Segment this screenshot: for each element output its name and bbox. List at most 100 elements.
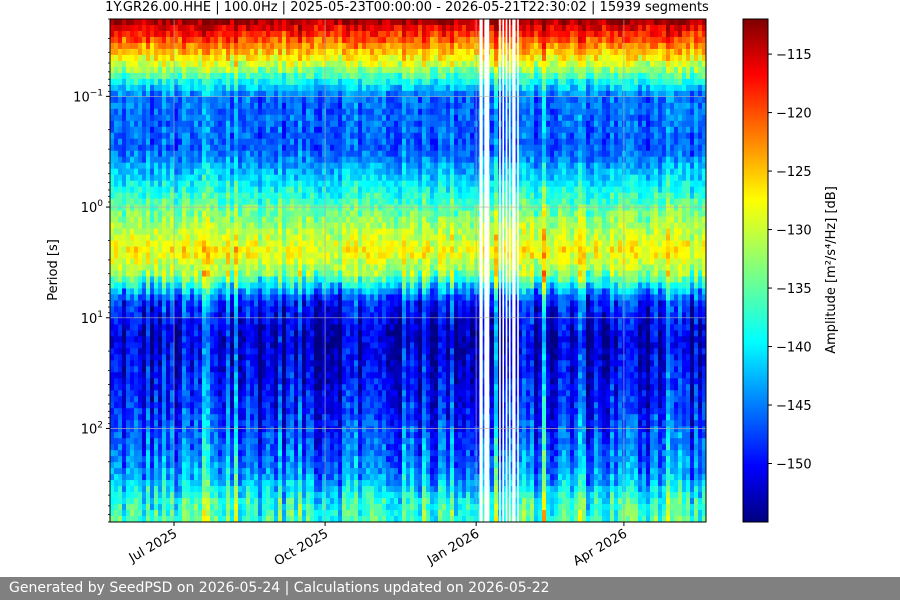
heatmap-cell xyxy=(306,270,311,278)
heatmap-cell xyxy=(198,492,203,499)
heatmap-cell xyxy=(130,402,135,409)
heatmap-cell xyxy=(166,264,171,272)
heatmap-cell xyxy=(182,228,187,236)
heatmap-cell xyxy=(134,420,139,427)
heatmap-cell xyxy=(162,168,167,176)
heatmap-cell xyxy=(186,348,191,355)
heatmap-cell xyxy=(150,510,155,517)
heatmap-cell xyxy=(254,516,259,522)
heatmap-cell xyxy=(294,420,299,427)
heatmap-cell xyxy=(142,360,147,367)
heatmap-cell xyxy=(274,126,279,134)
heatmap-cell xyxy=(250,204,255,212)
heatmap-cell xyxy=(274,372,279,379)
heatmap-cell xyxy=(306,276,311,284)
heatmap-cell xyxy=(238,456,243,463)
heatmap-cell xyxy=(282,252,287,260)
heatmap-cell xyxy=(338,282,343,290)
heatmap-cell xyxy=(146,66,151,74)
heatmap-cell xyxy=(122,288,127,296)
heatmap-cell xyxy=(286,270,291,278)
heatmap-cell xyxy=(134,54,139,62)
heatmap-cell xyxy=(294,276,299,284)
heatmap-cell xyxy=(182,150,187,158)
heatmap-cell xyxy=(266,78,271,86)
heatmap-cell xyxy=(294,60,299,68)
heatmap-cell xyxy=(114,480,119,487)
heatmap-cell xyxy=(110,330,115,337)
heatmap-cell xyxy=(326,318,331,325)
heatmap-cell xyxy=(342,42,347,50)
heatmap-cell xyxy=(242,426,247,433)
heatmap-cell xyxy=(158,150,163,158)
heatmap-cell xyxy=(222,48,227,56)
heatmap-cell xyxy=(278,456,283,463)
heatmap-cell xyxy=(310,264,315,272)
heatmap-cell xyxy=(290,348,295,355)
heatmap-cell xyxy=(190,198,195,206)
heatmap-cell xyxy=(186,192,191,200)
heatmap-cell xyxy=(186,306,191,314)
heatmap-cell xyxy=(158,414,163,421)
heatmap-cell xyxy=(310,114,315,122)
heatmap-cell xyxy=(142,276,147,284)
heatmap-cell xyxy=(130,294,135,302)
heatmap-cell xyxy=(334,372,339,379)
heatmap-cell xyxy=(194,246,199,254)
heatmap-cell xyxy=(298,222,303,230)
heatmap-cell xyxy=(206,414,211,421)
heatmap-cell xyxy=(330,498,335,505)
heatmap-cell xyxy=(182,132,187,140)
heatmap-cell xyxy=(178,378,183,385)
heatmap-cell xyxy=(210,78,215,86)
heatmap-cell xyxy=(162,240,167,248)
heatmap-cell xyxy=(122,24,127,32)
heatmap-cell xyxy=(258,126,263,134)
heatmap-cell xyxy=(218,492,223,499)
heatmap-cell xyxy=(342,126,347,134)
heatmap-cell xyxy=(274,288,279,296)
heatmap-cell xyxy=(270,72,275,80)
heatmap-cell xyxy=(138,348,143,355)
heatmap-cell xyxy=(114,468,119,475)
heatmap-cell xyxy=(206,234,211,242)
heatmap-cell xyxy=(174,408,179,415)
heatmap-cell xyxy=(110,408,115,415)
heatmap-cell xyxy=(238,228,243,236)
heatmap-cell xyxy=(118,270,123,278)
heatmap-cell xyxy=(166,186,171,194)
heatmap-cell xyxy=(186,378,191,385)
heatmap-cell xyxy=(282,456,287,463)
heatmap-cell xyxy=(142,414,147,421)
heatmap-cell xyxy=(282,96,287,104)
heatmap-cell xyxy=(306,444,311,451)
heatmap-cell xyxy=(142,54,147,62)
heatmap-cell xyxy=(242,84,247,92)
heatmap-cell xyxy=(214,318,219,325)
heatmap-cell xyxy=(158,252,163,260)
heatmap-cell xyxy=(334,114,339,122)
heatmap-cell xyxy=(318,48,323,56)
heatmap-cell xyxy=(126,19,131,26)
heatmap-cell xyxy=(146,102,151,110)
heatmap-cell xyxy=(174,360,179,367)
heatmap-cell xyxy=(306,480,311,487)
heatmap-cell xyxy=(342,402,347,409)
heatmap-cell xyxy=(266,402,271,409)
heatmap-cell xyxy=(238,162,243,170)
heatmap-cell xyxy=(310,306,315,314)
heatmap-cell xyxy=(210,450,215,457)
heatmap-cell xyxy=(286,468,291,475)
heatmap-cell xyxy=(114,300,119,308)
heatmap-cell xyxy=(122,450,127,457)
heatmap-cell xyxy=(194,84,199,92)
heatmap-cell xyxy=(270,228,275,236)
heatmap-cell xyxy=(142,390,147,397)
heatmap-cell xyxy=(298,384,303,391)
heatmap-cell xyxy=(338,426,343,433)
heatmap-cell xyxy=(110,414,115,421)
heatmap-cell xyxy=(162,486,167,493)
heatmap-cell xyxy=(238,444,243,451)
heatmap-cell xyxy=(242,396,247,403)
heatmap-cell xyxy=(118,24,123,32)
